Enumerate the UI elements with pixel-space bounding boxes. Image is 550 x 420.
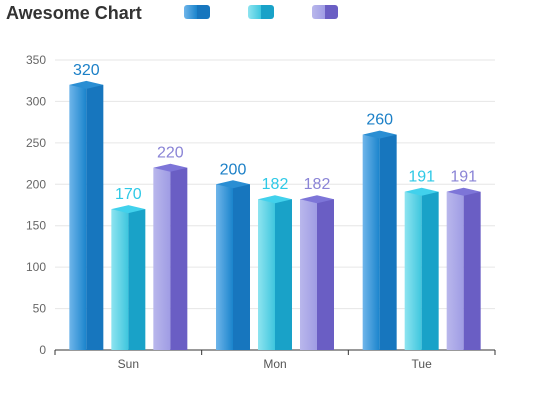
data-label: 320 <box>73 62 100 79</box>
bar-sun-series-3[interactable] <box>153 163 188 350</box>
y-tick-label: 350 <box>26 53 46 67</box>
x-tick-label-sun: Sun <box>118 357 139 371</box>
y-tick-label: 100 <box>26 260 46 274</box>
y-tick-label: 150 <box>26 219 46 233</box>
data-label: 191 <box>408 169 435 186</box>
bar-mon-series-1[interactable] <box>216 180 250 350</box>
data-label: 182 <box>262 176 289 193</box>
bar-tue-series-2[interactable] <box>404 187 439 350</box>
bar-sun-series-2[interactable] <box>111 205 146 350</box>
y-tick-label: 250 <box>26 136 46 150</box>
y-tick-label: 300 <box>26 94 46 108</box>
legend-swatch-3[interactable] <box>312 5 338 19</box>
bar-sun-series-1[interactable] <box>69 80 104 350</box>
data-label: 191 <box>450 169 477 186</box>
legend-swatch-1[interactable] <box>184 5 210 19</box>
chart-title: Awesome Chart <box>6 3 142 23</box>
data-label: 200 <box>220 161 247 178</box>
bar-mon-series-3[interactable] <box>300 195 334 350</box>
y-tick-label: 50 <box>33 302 47 316</box>
bar-tue-series-1[interactable] <box>362 130 397 350</box>
x-tick-label-tue: Tue <box>412 357 433 371</box>
legend-swatch-2[interactable] <box>248 5 274 19</box>
data-label: 260 <box>366 112 393 129</box>
x-tick-label-mon: Mon <box>263 357 286 371</box>
data-label: 182 <box>304 176 331 193</box>
data-label: 170 <box>115 186 142 203</box>
bar-mon-series-2[interactable] <box>258 195 292 350</box>
y-tick-label: 0 <box>39 343 46 357</box>
y-tick-label: 200 <box>26 177 46 191</box>
bar-tue-series-3[interactable] <box>446 187 481 350</box>
data-label: 220 <box>157 145 184 162</box>
